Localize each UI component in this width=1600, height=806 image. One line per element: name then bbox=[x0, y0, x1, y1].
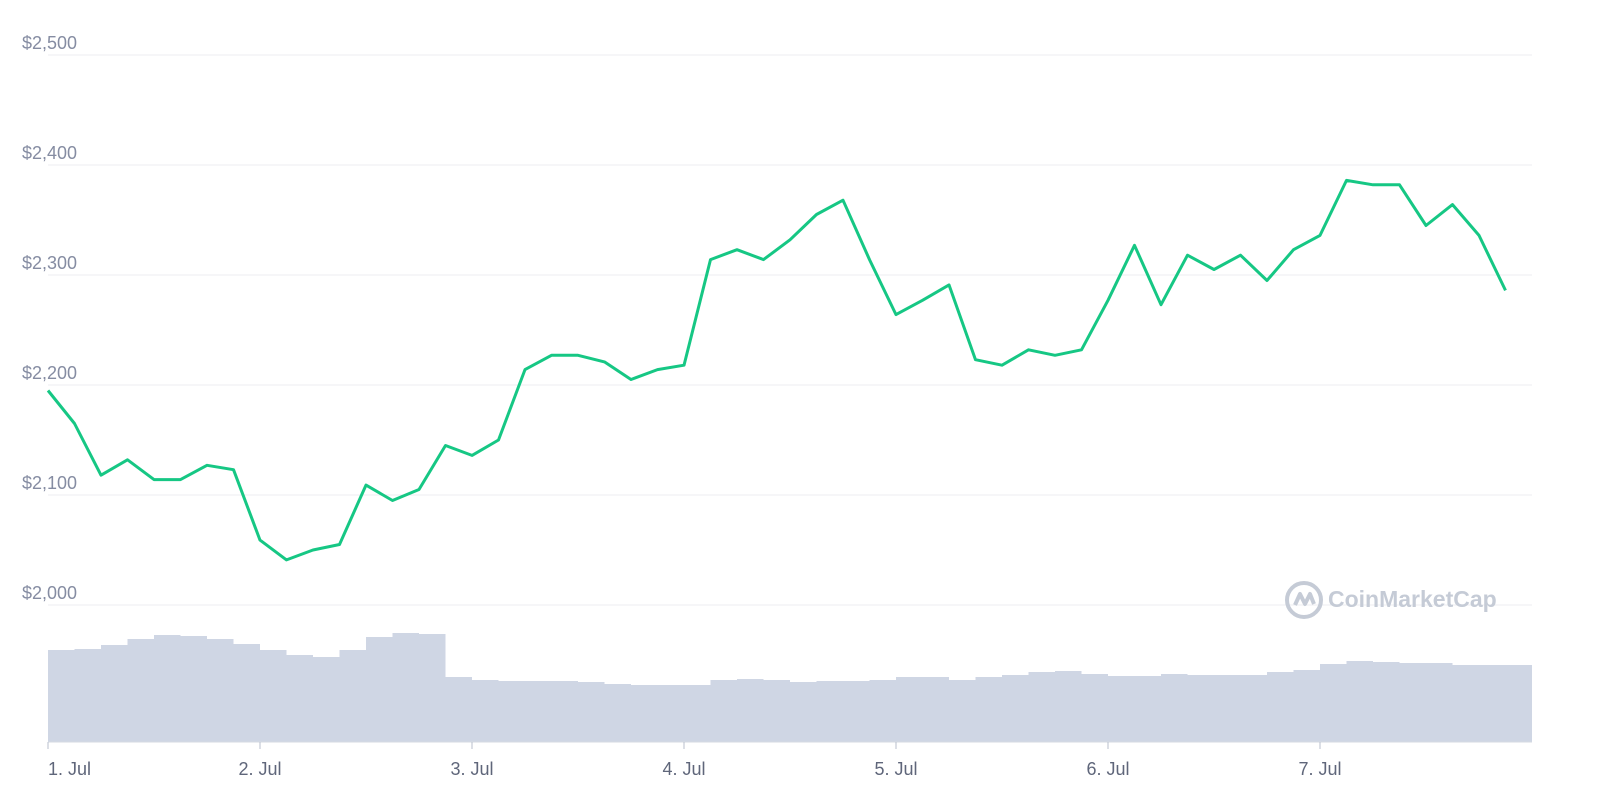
x-tick-label: 3. Jul bbox=[450, 759, 493, 779]
x-tick-label: 2. Jul bbox=[238, 759, 281, 779]
y-tick-label: $2,100 bbox=[22, 473, 77, 493]
plot: $2,000 $2,100 $2,200 $2,300 $2,400 $2,500 1. J… bbox=[22, 33, 1532, 779]
x-tick-label: 7. Jul bbox=[1298, 759, 1341, 779]
watermark-logo bbox=[1285, 581, 1323, 619]
price-line bbox=[46, 178, 1507, 562]
x-tick-label: 1. Jul bbox=[48, 759, 91, 779]
volume-area bbox=[48, 633, 1532, 742]
y-tick-label: $2,500 bbox=[22, 33, 77, 53]
y-tick-label: $2,200 bbox=[22, 363, 77, 383]
x-tick-label: 5. Jul bbox=[874, 759, 917, 779]
y-tick-label: $2,300 bbox=[22, 253, 77, 273]
y-tick-label: $2,000 bbox=[22, 583, 77, 603]
watermark: CoinMarketCap bbox=[1328, 586, 1497, 612]
x-tick-label: 6. Jul bbox=[1086, 759, 1129, 779]
y-tick-label: $2,400 bbox=[22, 143, 77, 163]
x-tick-label: 4. Jul bbox=[662, 759, 705, 779]
